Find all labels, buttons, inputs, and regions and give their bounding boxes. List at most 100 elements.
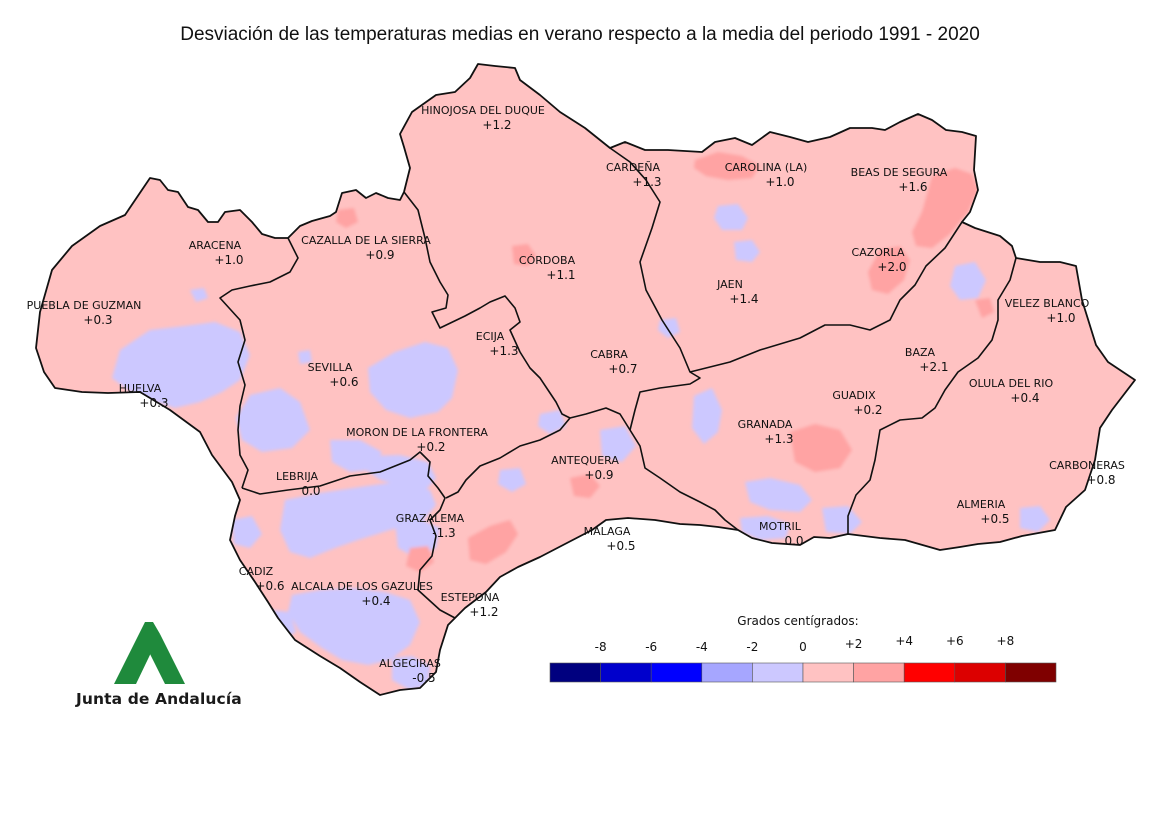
station-sevilla: SEVILLA+0.6 xyxy=(308,361,359,389)
station-name: HUELVA xyxy=(119,382,162,395)
legend-swatch xyxy=(650,662,703,683)
station-value: +2.1 xyxy=(919,360,948,374)
station-name: ANTEQUERA xyxy=(551,454,619,467)
station-name: CABRA xyxy=(590,348,628,361)
station-value: +1.2 xyxy=(469,605,498,619)
station-guadix: GUADIX+0.2 xyxy=(832,389,882,417)
station-name: MOTRIL xyxy=(759,520,802,533)
station-value: -0.5 xyxy=(412,671,435,685)
station-name: ARACENA xyxy=(189,239,242,252)
logo-mark-right xyxy=(148,634,185,684)
station-granada: GRANADA+1.3 xyxy=(738,418,794,446)
station-name: MORON DE LA FRONTERA xyxy=(346,426,488,439)
station-malaga: MALAGA+0.5 xyxy=(584,525,636,553)
station-value: +1.0 xyxy=(1046,311,1075,325)
station-name: CÓRDOBA xyxy=(519,254,576,267)
station-name: CAROLINA (LA) xyxy=(725,161,808,174)
station-value: +1.2 xyxy=(482,118,511,132)
station-value: +0.4 xyxy=(361,594,390,608)
station-grazalema: GRAZALEMA-1.3 xyxy=(396,512,465,540)
legend-tick-label: -8 xyxy=(595,640,607,654)
station-name: CARBONERAS xyxy=(1049,459,1125,472)
station-value: +1.1 xyxy=(546,268,575,282)
station-value: +0.6 xyxy=(255,579,284,593)
station-cazorla: CAZORLA+2.0 xyxy=(852,246,907,274)
station-name: CADIZ xyxy=(239,565,274,578)
station-value: +0.5 xyxy=(980,512,1009,526)
map-title: Desviación de las temperaturas medias en… xyxy=(180,24,980,45)
station-córdoba: CÓRDOBA+1.1 xyxy=(519,254,576,282)
station-name: ALMERIA xyxy=(957,498,1006,511)
legend-swatch xyxy=(600,662,652,683)
station-value: +0.7 xyxy=(608,362,637,376)
station-value: -1.3 xyxy=(432,526,455,540)
station-carolina-la-: CAROLINA (LA)+1.0 xyxy=(725,161,808,189)
station-name: MALAGA xyxy=(584,525,631,538)
station-alcala-de-los-gazules: ALCALA DE LOS GAZULES+0.4 xyxy=(291,580,433,608)
station-value: +0.9 xyxy=(584,468,613,482)
station-name: ESTEPONA xyxy=(441,591,500,604)
station-moron-de-la-frontera: MORON DE LA FRONTERA+0.2 xyxy=(346,426,488,454)
legend-swatch xyxy=(1005,662,1057,683)
legend-tick-label: +6 xyxy=(946,634,964,648)
station-value: +1.0 xyxy=(214,253,243,267)
station-estepona: ESTEPONA+1.2 xyxy=(441,591,500,619)
station-name: VELEZ BLANCO xyxy=(1005,297,1090,310)
station-value: +1.4 xyxy=(729,292,758,306)
station-hinojosa-del-duque: HINOJOSA DEL DUQUE+1.2 xyxy=(421,104,545,132)
legend-tick-label: +8 xyxy=(997,634,1015,648)
legend-tick-label: +2 xyxy=(845,637,863,651)
station-value: +1.6 xyxy=(898,180,927,194)
station-name: BAZA xyxy=(905,346,936,359)
station-cabra: CABRA+0.7 xyxy=(590,348,637,376)
station-antequera: ANTEQUERA+0.9 xyxy=(551,454,619,482)
station-name: PUEBLA DE GUZMAN xyxy=(27,299,142,312)
station-puebla-de-guzman: PUEBLA DE GUZMAN+0.3 xyxy=(27,299,142,327)
station-olula-del-rio: OLULA DEL RIO+0.4 xyxy=(969,377,1054,405)
legend-tick-label: -4 xyxy=(696,640,708,654)
station-cardeña: CARDEÑA+1.3 xyxy=(606,161,662,189)
legend-tick-label: 0 xyxy=(799,640,807,654)
station-name: CAZORLA xyxy=(852,246,905,259)
station-name: SEVILLA xyxy=(308,361,353,374)
station-huelva: HUELVA+0.3 xyxy=(119,382,169,410)
station-value: +0.2 xyxy=(853,403,882,417)
station-cazalla-de-la-sierra: CAZALLA DE LA SIERRA+0.9 xyxy=(301,234,431,262)
station-name: ALCALA DE LOS GAZULES xyxy=(291,580,433,593)
station-jaen: JAEN+1.4 xyxy=(716,278,758,306)
station-name: ECIJA xyxy=(476,330,505,343)
legend-tick-label: +4 xyxy=(895,634,913,648)
station-name: GUADIX xyxy=(832,389,876,402)
station-beas-de-segura: BEAS DE SEGURA+1.6 xyxy=(851,166,948,194)
brand-name: Junta de Andalucía xyxy=(76,690,242,708)
station-algeciras: ALGECIRAS-0.5 xyxy=(379,657,441,685)
station-value: +0.3 xyxy=(83,313,112,327)
legend-swatch xyxy=(701,662,753,683)
station-value: +0.4 xyxy=(1010,391,1039,405)
station-name: GRANADA xyxy=(738,418,793,431)
station-value: +0.3 xyxy=(139,396,168,410)
station-aracena: ARACENA+1.0 xyxy=(189,239,244,267)
station-name: HINOJOSA DEL DUQUE xyxy=(421,104,545,117)
station-velez-blanco: VELEZ BLANCO+1.0 xyxy=(1005,297,1090,325)
station-baza: BAZA+2.1 xyxy=(905,346,949,374)
station-value: 0.0 xyxy=(301,484,320,498)
station-value: +1.3 xyxy=(764,432,793,446)
station-name: CARDEÑA xyxy=(606,161,660,174)
legend-tick-label: -2 xyxy=(746,640,758,654)
station-labels: HINOJOSA DEL DUQUE+1.2CARDEÑA+1.3CAROLIN… xyxy=(27,104,1125,685)
station-value: +0.8 xyxy=(1086,473,1115,487)
station-carboneras: CARBONERAS+0.8 xyxy=(1049,459,1125,487)
legend-swatch xyxy=(549,662,601,683)
station-name: CAZALLA DE LA SIERRA xyxy=(301,234,431,247)
station-value: +1.3 xyxy=(632,175,661,189)
station-name: JAEN xyxy=(716,278,743,291)
legend-swatch xyxy=(903,662,956,683)
station-value: +0.9 xyxy=(365,248,394,262)
anomaly-overlay xyxy=(112,152,1050,690)
station-almeria: ALMERIA+0.5 xyxy=(957,498,1010,526)
station-value: 0.0 xyxy=(784,534,803,548)
